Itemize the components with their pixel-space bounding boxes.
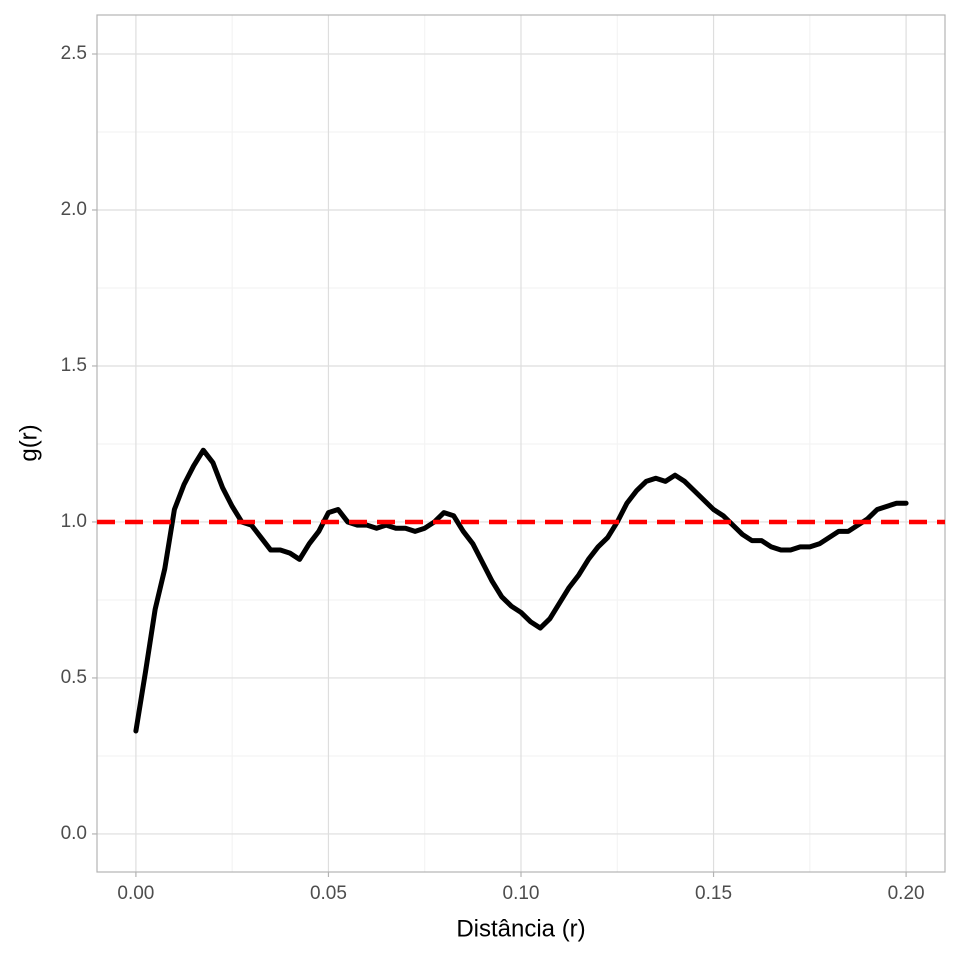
y-tick-label: 0.5 bbox=[61, 667, 87, 688]
y-tick-label: 1.5 bbox=[61, 355, 87, 376]
x-tick-label: 0.10 bbox=[503, 883, 540, 904]
x-tick-label: 0.15 bbox=[695, 883, 732, 904]
x-tick-label: 0.20 bbox=[888, 883, 925, 904]
panel-border bbox=[96, 14, 946, 873]
y-tick-label: 2.5 bbox=[61, 43, 87, 64]
x-tick-label: 0.00 bbox=[117, 883, 154, 904]
y-axis-title: g(r) bbox=[15, 424, 42, 461]
y-tick-label: 1.0 bbox=[61, 511, 87, 532]
x-tick-label: 0.05 bbox=[310, 883, 347, 904]
y-tick-label: 0.0 bbox=[61, 823, 87, 844]
data-line bbox=[133, 447, 909, 734]
x-axis-title: Distância (r) bbox=[456, 915, 585, 942]
y-tick-label: 2.0 bbox=[61, 199, 87, 220]
